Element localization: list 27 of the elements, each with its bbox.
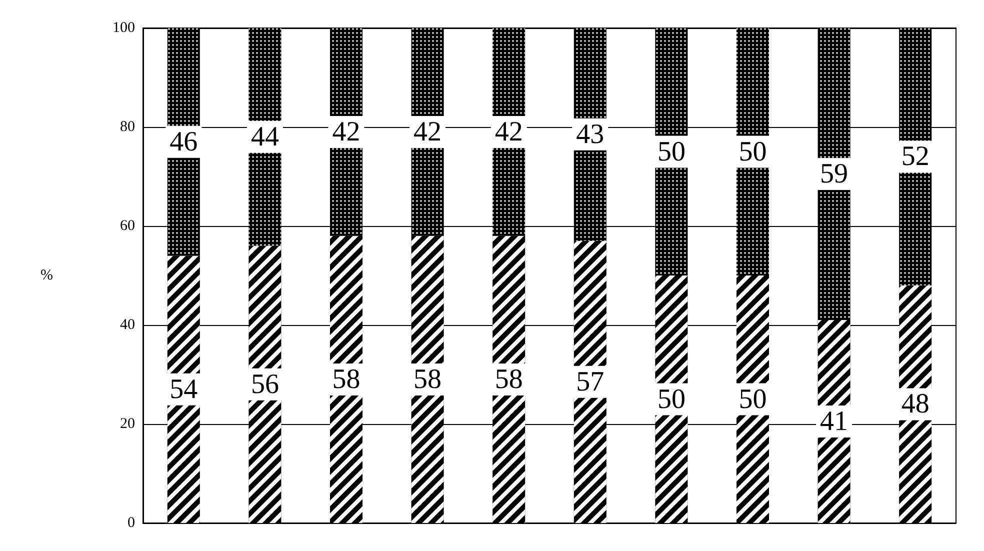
data-label: 50: [657, 384, 686, 415]
data-label: 50: [738, 136, 767, 168]
data-label: 44: [250, 121, 279, 152]
data-label: 59: [820, 158, 848, 190]
data-label: 56: [250, 368, 279, 400]
data-label: 48: [901, 388, 930, 420]
y-tick-label: 40: [120, 317, 135, 333]
data-label: 58: [414, 364, 442, 395]
data-label: 58: [332, 364, 360, 395]
y-tick-label: 20: [120, 416, 135, 432]
data-label: 52: [901, 141, 930, 172]
y-axis-title: %: [40, 268, 53, 284]
data-label: 46: [170, 126, 198, 158]
data-label: 42: [332, 116, 360, 148]
y-tick-label: 0: [128, 515, 135, 531]
data-label: 58: [494, 364, 523, 395]
y-tick-label: 80: [120, 119, 135, 135]
data-label: 50: [738, 384, 767, 415]
y-tick-label: 100: [112, 20, 135, 36]
data-label: 42: [494, 116, 523, 148]
data-label: 54: [170, 374, 198, 405]
data-label: 42: [414, 116, 442, 148]
data-label: 50: [657, 136, 686, 168]
data-label: 57: [576, 366, 604, 398]
y-tick-label: 60: [120, 218, 135, 234]
data-label: 41: [820, 406, 848, 438]
data-label: 43: [576, 118, 604, 150]
